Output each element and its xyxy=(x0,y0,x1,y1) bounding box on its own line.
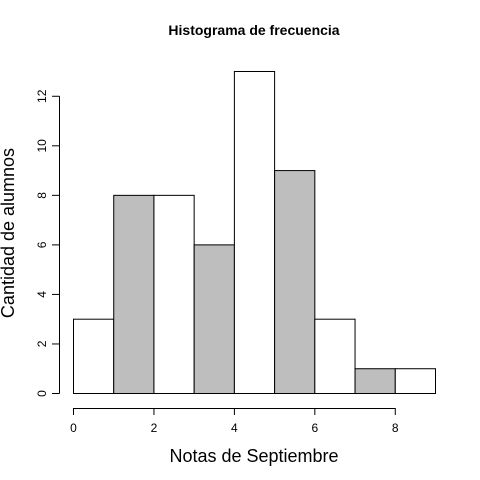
y-axis: 0 2 4 6 8 10 12 xyxy=(35,89,60,397)
x-tick-label: 0 xyxy=(70,421,77,435)
y-axis-label: Cantidad de alumnos xyxy=(0,148,18,318)
histogram-bar xyxy=(73,318,115,394)
bars-layer xyxy=(73,71,436,395)
y-tick-label: 6 xyxy=(35,241,49,248)
histogram-bar xyxy=(233,71,276,394)
x-tick-label: 8 xyxy=(392,421,399,435)
y-tick-label: 10 xyxy=(35,139,49,153)
histogram-bar xyxy=(314,318,356,394)
histogram-bar xyxy=(113,194,155,394)
x-axis: 0 2 4 6 8 xyxy=(70,408,399,435)
y-tick-label: 0 xyxy=(35,390,49,397)
histogram-bar xyxy=(394,368,436,395)
histogram-bar xyxy=(153,194,195,394)
histogram-bar xyxy=(274,170,316,394)
histogram-bar xyxy=(354,368,396,395)
y-tick-label: 12 xyxy=(35,89,49,103)
y-tick-label: 8 xyxy=(35,192,49,199)
y-tick-label: 2 xyxy=(35,340,49,347)
x-tick-label: 2 xyxy=(151,421,158,435)
chart-title: Histograma de frecuencia xyxy=(168,22,339,38)
histogram-bar xyxy=(193,244,235,394)
x-tick-label: 4 xyxy=(231,421,238,435)
y-tick-label: 4 xyxy=(35,291,49,298)
x-tick-label: 6 xyxy=(311,421,318,435)
x-axis-label: Notas de Septiembre xyxy=(169,446,338,466)
